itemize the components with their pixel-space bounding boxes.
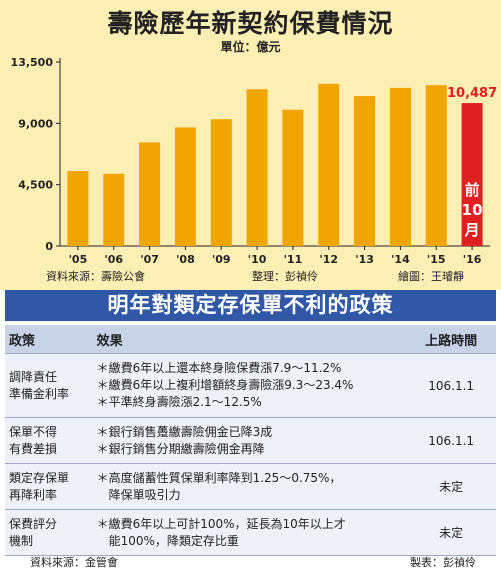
x-tick-label: '16 [463,253,482,266]
header-date: 上路時間 [406,325,496,354]
policy-section: 明年對類定存保單不利的政策 政策 效果 上路時間 調降責任 準備金利率 ＊繳費6… [0,290,501,582]
policy-line: 調降責任 [9,369,58,384]
effect-cell: ＊銀行銷售躉繳壽險佣金已降3成 ＊銀行銷售分期繳壽險佣金再降 [92,417,407,464]
policy-line: 再降利率 [9,487,58,502]
highlight-note: 前 [465,181,480,199]
effect-line: ＊繳費6年以上可計100%，延長為10年以上才 [96,516,346,531]
x-tick-label: '05 [69,253,88,266]
y-tick-label: 0 [45,240,53,253]
highlight-note: 月 [464,221,480,239]
table-row: 保單不得 有費差損 ＊銀行銷售躉繳壽險佣金已降3成 ＊銀行銷售分期繳壽險佣金再降… [5,417,496,464]
y-tick-label: 13,500 [11,56,54,69]
policy-cell: 保單不得 有費差損 [5,417,93,464]
policy-banner: 明年對類定存保單不利的政策 [5,290,496,321]
effect-cell: ＊繳費6年以上可計100%，延長為10年以上才 能100%，降類定存比重 [92,509,407,556]
chart-source: 資料來源：壽險公會 [46,270,145,283]
x-tick-label: '15 [427,253,446,266]
header-effect: 效果 [92,325,407,354]
effect-line: ＊繳費6年以上複利增額終身壽險漲9.3～23.4% [96,378,354,392]
effect-line: 能100%，降類定存比重 [96,533,239,548]
x-tick-label: '09 [212,253,231,266]
x-tick-label: '06 [104,253,123,266]
policy-line: 保費評分 [9,516,58,531]
bar [389,87,411,246]
policy-line: 機制 [9,533,34,548]
policy-line: 保單不得 [9,424,58,439]
policy-line: 類定存保單 [9,470,70,485]
policy-cell: 類定存保單 再降利率 [5,463,93,510]
table-row: 調降責任 準備金利率 ＊繳費6年以上還本終身險保費漲7.9～11.2% ＊繳費6… [5,353,496,418]
header-policy: 政策 [5,325,93,354]
table-editor: 製表：彭禎伶 [410,556,476,569]
policy-cell: 調降責任 準備金利率 [5,353,93,418]
x-tick-label: '14 [391,253,410,266]
bar [210,119,232,246]
x-tick-label: '11 [284,253,303,266]
table-row: 保費評分 機制 ＊繳費6年以上可計100%，延長為10年以上才 能100%，降類… [5,509,496,556]
effect-line: ＊高度儲蓄性質保單利率降到1.25～0.75%， [96,470,342,485]
x-tick-label: '10 [248,253,267,266]
x-tick-label: '07 [140,253,159,266]
chart-title: 壽險歷年新契約保費情況 [107,9,394,38]
table-header-row: 政策 效果 上路時間 [5,325,496,354]
effect-cell: ＊繳費6年以上還本終身險保費漲7.9～11.2% ＊繳費6年以上複利增額終身壽險… [92,353,407,418]
bar [67,171,89,246]
policy-table: 政策 效果 上路時間 調降責任 準備金利率 ＊繳費6年以上還本終身險保費漲7.9… [5,325,496,556]
table-row: 類定存保單 再降利率 ＊高度儲蓄性質保單利率降到1.25～0.75%， 降保單吸… [5,463,496,510]
effect-line: ＊銀行銷售躉繳壽險佣金已降3成 [96,424,273,439]
date-cell: 106.1.1 [406,353,496,418]
effect-line: 降保單吸引力 [96,487,181,502]
x-tick-label: '08 [176,253,195,266]
bar-chart: 0 4,500 9,000 13,500 '05 '06 '07 '08 '09 '10 '11 '1… [11,56,498,266]
bar [139,142,161,246]
bar [246,89,268,246]
policy-line: 有費差損 [9,441,58,456]
bar [103,173,125,246]
bar [174,127,196,246]
highlight-note: 10 [462,201,483,219]
highlight-data-label: 10,487 [447,86,497,101]
policy-line: 準備金利率 [9,386,70,401]
chart-unit: 單位：億元 [220,40,281,54]
effect-line: ＊銀行銷售分期繳壽險佣金再降 [96,441,265,456]
effect-line: ＊平準終身壽險漲2.1～12.5% [96,395,262,409]
policy-cell: 保費評分 機制 [5,509,93,556]
bar [318,83,340,247]
chart-artist: 繪圖：王璿靜 [398,270,464,283]
x-tick-label: '12 [319,253,338,266]
y-tick-label: 4,500 [18,179,53,192]
table-source: 資料來源：金管會 [30,556,118,569]
date-cell: 未定 [406,463,496,510]
chart-panel: 壽險歷年新契約保費情況 單位：億元 0 4,500 9,000 13,500 '05 '0… [0,0,501,290]
bar [425,85,447,246]
date-cell: 未定 [406,509,496,556]
chart-editor: 整理：彭禎伶 [252,270,318,283]
bar [282,109,304,246]
bar [461,103,483,246]
bar [354,96,376,247]
effect-line: ＊繳費6年以上還本終身險保費漲7.9～11.2% [96,361,342,375]
date-cell: 106.1.1 [406,417,496,464]
y-tick-label: 9,000 [18,117,53,130]
effect-cell: ＊高度儲蓄性質保單利率降到1.25～0.75%， 降保單吸引力 [92,463,407,510]
x-tick-label: '13 [355,253,374,266]
